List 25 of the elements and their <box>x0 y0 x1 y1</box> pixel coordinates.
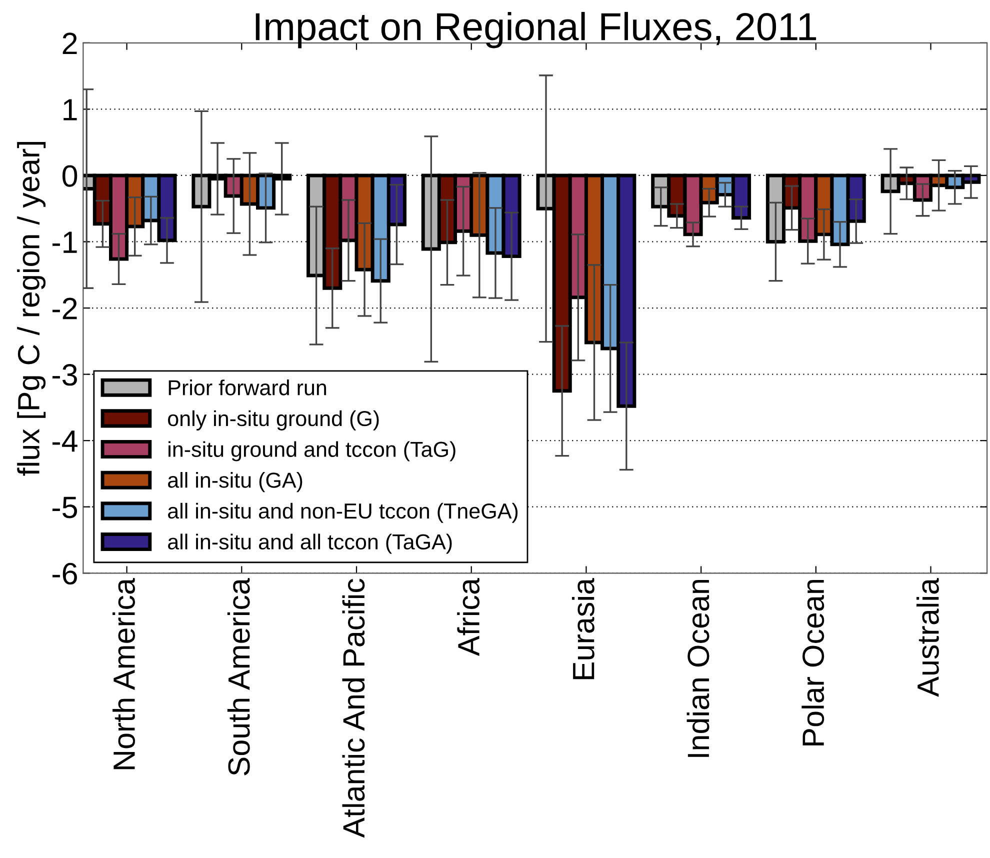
x-tick-label: South America <box>227 578 250 776</box>
y-tick-label: 2 <box>62 32 77 54</box>
legend-label: only in-situ ground (G) <box>168 410 379 430</box>
legend-label: Prior forward run <box>168 380 326 396</box>
x-tick-label: Africa <box>457 578 480 656</box>
x-tick-label: Polar Ocean <box>802 580 824 746</box>
x-tick-label: North America <box>112 578 136 770</box>
y-tick-label: -1 <box>52 232 77 253</box>
legend-label: in-situ ground and tccon (TaG) <box>168 441 456 462</box>
x-tick-label: Indian Ocean <box>686 580 710 757</box>
y-tick-label: 0 <box>62 165 78 187</box>
x-tick-label: Atlantic And Pacific <box>342 578 365 838</box>
legend-label: all in-situ (GA) <box>168 472 302 492</box>
legend-label: all in-situ and non-EU tccon (TneGA) <box>168 502 518 523</box>
y-tick-label: -3 <box>52 364 77 386</box>
y-axis-title: flux [Pg C / region / year] <box>17 142 46 476</box>
y-tick-label: -4 <box>52 430 78 452</box>
y-tick-label: -2 <box>52 298 77 320</box>
x-tick-label: Australia <box>916 578 939 697</box>
legend-label: all in-situ and all tccon (TaGA) <box>168 534 452 554</box>
y-tick-label: 1 <box>64 99 77 120</box>
x-tick-label: Eurasia <box>572 578 594 680</box>
y-tick-label: -6 <box>52 562 77 585</box>
chart-title: Impact on Regional Fluxes, 2011 <box>256 12 816 48</box>
y-tick-label: -5 <box>52 496 78 518</box>
